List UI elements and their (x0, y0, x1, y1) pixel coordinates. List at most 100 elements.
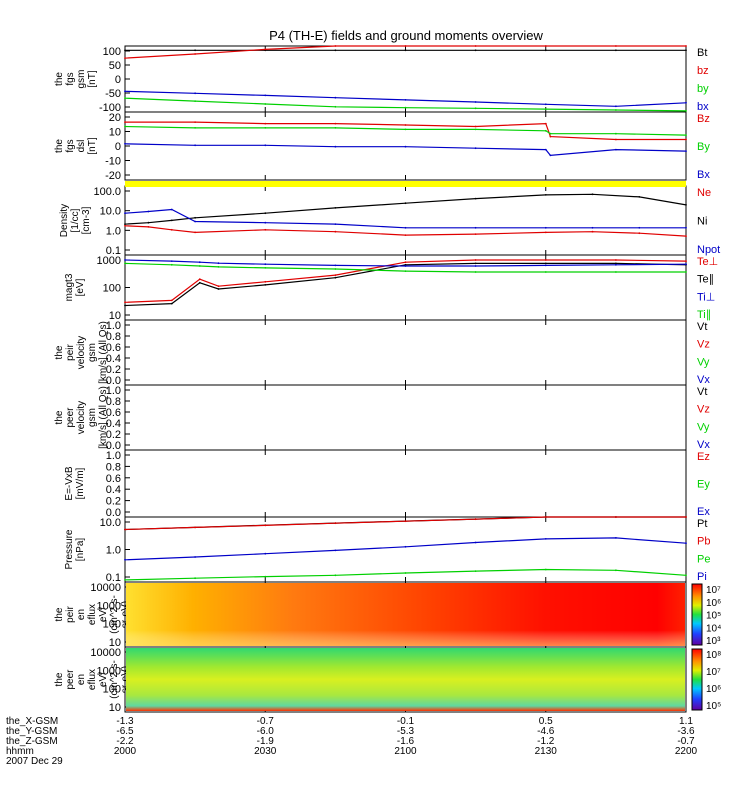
panel-peer-eflux: 10000 1000 100 10 the peer en eflux eV/(cm^2-s-s… (54, 646, 721, 714)
point-Ni (544, 194, 547, 196)
point-Te⊥ (334, 274, 337, 276)
legend-Vx: Vx (697, 374, 710, 386)
y-tick-label: 20 (109, 112, 121, 124)
point-Ti⊥ (124, 259, 126, 261)
panel-frame (124, 449, 687, 518)
ephemeris-value: -0.7 (257, 716, 275, 727)
y-axis-label: en (76, 674, 87, 685)
point-Ne (147, 226, 150, 228)
y-tick-label: 0.4 (106, 353, 121, 365)
point-Pe (194, 577, 197, 580)
point-Pi (124, 558, 126, 561)
point-Ni (170, 219, 173, 222)
y-tick-label: 0.6 (106, 342, 121, 354)
y-axis-label: gsm (87, 408, 98, 427)
point-Pi (264, 552, 267, 555)
y-tick-label: 1.0 (106, 385, 121, 397)
y-tick-label: 0.4 (106, 418, 121, 430)
y-axis-label: [nT] (87, 70, 98, 87)
series-group-fgs-dsl (124, 121, 687, 157)
point-Ne (194, 231, 197, 234)
point-Npot (474, 226, 477, 229)
point-Ni (124, 223, 126, 226)
point-Npot (147, 210, 150, 213)
ephemeris-value: -0.1 (397, 716, 415, 727)
point-Pb (124, 528, 126, 531)
legend-Ne: Ne (697, 187, 711, 199)
y-axis-label: [eV] (75, 278, 86, 296)
point-Te∥ (544, 262, 547, 265)
peer-spectrogram (126, 648, 685, 711)
legend-Ey: Ey (697, 479, 710, 491)
point-Ni (334, 207, 337, 209)
point-bz (404, 45, 407, 47)
y-axis-label: [km/s] (All Qs) (98, 386, 109, 449)
x-time-label: 2030 (254, 746, 277, 757)
series-group-density (124, 193, 687, 238)
point-By (194, 127, 197, 129)
point-Ti⊥ (170, 260, 173, 262)
point-bz (544, 45, 547, 47)
point-Pb (404, 520, 407, 523)
panel-peer-velocity: 1.00.80.60.40.20.0 the peer velocity gsm [km/… (54, 384, 710, 452)
point-Bz (474, 125, 477, 128)
point-Bx (615, 148, 617, 151)
point-Bz (685, 138, 687, 141)
point-by (124, 97, 126, 100)
point-Bt (404, 49, 407, 52)
point-Te∥ (334, 276, 337, 279)
legend-Pi: Pi (697, 571, 707, 583)
y-axis-label: the (54, 410, 65, 424)
point-bz (264, 48, 267, 51)
legend-Ti⊥: Ti⊥ (697, 291, 715, 303)
legend-Vz: Vz (697, 339, 710, 351)
point-Bx (124, 142, 126, 145)
point-Te∥ (170, 302, 173, 305)
y-tick-label: 0.6 (106, 407, 121, 419)
y-tick-label: 10.0 (100, 517, 121, 529)
point-Ti∥ (170, 263, 173, 266)
point-By (615, 132, 617, 135)
series-Pi (124, 537, 687, 561)
point-Pe (474, 570, 477, 572)
y-axis-label: Density (59, 204, 70, 237)
ephemeris-value: -1.3 (116, 716, 134, 727)
point-by (685, 110, 687, 112)
point-Ni (474, 197, 477, 200)
y-axis-label: the (54, 607, 65, 621)
point-Bx (194, 144, 197, 147)
y-axis-label: eV/ (98, 607, 109, 622)
y-tick-label: 100 (103, 619, 121, 631)
colorbar (691, 648, 703, 711)
y-axis-label: [1/cc] (70, 208, 81, 232)
point-Te∥ (124, 304, 126, 307)
panel-frame (124, 185, 687, 256)
point-Pb (194, 526, 197, 529)
point-Ti∥ (264, 267, 267, 269)
point-Pi (474, 541, 477, 544)
ephemeris-value: 0.5 (539, 716, 553, 727)
point-Bz (334, 122, 337, 125)
point-Pb (334, 522, 337, 525)
point-by (264, 103, 267, 105)
point-Ti∥ (404, 270, 407, 272)
point-By (264, 127, 267, 129)
y-tick-label: -20 (105, 170, 121, 182)
point-By (685, 134, 687, 137)
y-tick-label: 1.0 (106, 320, 121, 332)
y-tick-label: 10000 (90, 647, 121, 659)
point-Ne (474, 233, 477, 236)
point-Pi (544, 538, 547, 540)
point-Ti⊥ (615, 263, 617, 266)
panel-peir-eflux: 10000 1000 100 10 the peir en eflux eV/(cm^2-s-s… (54, 581, 721, 649)
y-axis-label: eflux (87, 604, 98, 625)
x-time-label: 2200 (675, 746, 698, 757)
y-axis-label: [nT] (87, 137, 98, 154)
point-Bz (124, 121, 126, 123)
point-Ni (591, 193, 594, 196)
point-bz (194, 53, 197, 55)
point-Ni (638, 196, 641, 198)
point-Ne (170, 228, 173, 231)
point-By (474, 128, 477, 131)
point-Npot (170, 208, 173, 211)
